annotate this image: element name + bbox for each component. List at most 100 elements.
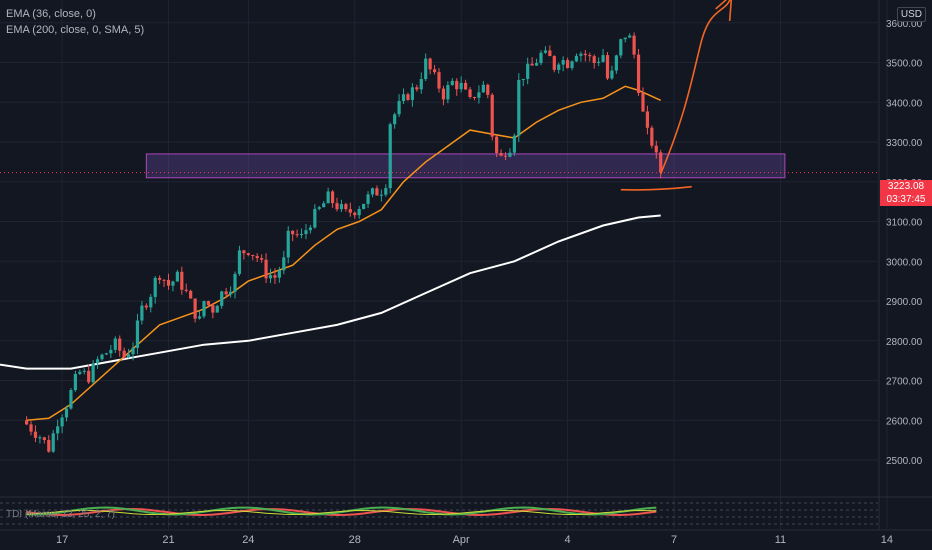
time-tick-label: 7 [671, 534, 677, 546]
tdi-legend[interactable]: TDI (Marsu, 13, 25, 2, 7) [6, 509, 115, 520]
candle-body [481, 84, 485, 93]
candle-body [610, 70, 614, 79]
price-tick-label: 3400.00 [886, 98, 923, 109]
price-tick-label: 2800.00 [886, 337, 923, 348]
candle-body [29, 424, 33, 432]
candle-body [126, 354, 131, 358]
candle-body [424, 58, 428, 80]
candle-body [526, 63, 530, 79]
candle-body [499, 152, 503, 156]
candle-body [228, 291, 233, 295]
candle-body [353, 212, 357, 216]
price-tick-label: 3500.00 [886, 59, 923, 70]
candle-body [113, 338, 117, 350]
time-tick-label: 24 [242, 534, 254, 546]
candle-body [202, 301, 206, 317]
candle-body [206, 301, 211, 306]
grid-lines [0, 0, 888, 530]
candle-body [100, 354, 104, 360]
candle-body [56, 426, 60, 434]
candle-body [428, 58, 432, 70]
candle-body [588, 55, 592, 57]
candle-body [304, 230, 308, 235]
candle-body [273, 275, 277, 278]
candle-body [91, 363, 95, 383]
candle-body [189, 290, 193, 299]
price-axis[interactable]: 2500.00 2600.00 2700.00 2800.00 2900.00 3000.… [878, 0, 923, 530]
candle-body [215, 305, 219, 313]
support-line [620, 185, 692, 191]
candle-body [628, 35, 632, 38]
candle-body [530, 63, 534, 66]
candle-body [632, 35, 636, 55]
candle-body [339, 204, 344, 210]
tdi-band-line [26, 509, 657, 516]
candle-body [237, 250, 242, 274]
candle-body [348, 209, 352, 213]
candle-body [131, 347, 135, 355]
price-tick-label: 2900.00 [886, 297, 923, 308]
candle-body [548, 50, 552, 57]
candle-body [521, 78, 525, 81]
candle-body [38, 437, 42, 439]
candle-body [437, 72, 441, 89]
candle-body [220, 291, 224, 306]
candle-body [614, 55, 618, 71]
candle-body [543, 50, 548, 53]
candle-body [561, 60, 565, 65]
candle-body [295, 234, 299, 236]
candle-body [415, 87, 419, 90]
candle-body [459, 82, 463, 90]
candle-body [255, 255, 259, 259]
candle-body [379, 194, 383, 196]
candle-body [570, 61, 574, 69]
candle-body [78, 371, 82, 374]
candle-body [51, 433, 55, 452]
candle-body [534, 63, 539, 66]
ema36-legend[interactable]: EMA (36, close, 0) [6, 8, 96, 20]
time-tick-label: 14 [881, 534, 893, 546]
candle-body [601, 55, 605, 62]
candle-body [410, 87, 414, 100]
candle-body [95, 359, 100, 364]
candle-body [503, 155, 508, 157]
candle-body [495, 136, 499, 153]
candle-body [211, 305, 215, 313]
candle-body [468, 89, 472, 98]
drawings [620, 0, 733, 191]
candle-body [393, 114, 397, 125]
candle-body [401, 94, 406, 101]
tdi-rsi-line [26, 506, 657, 516]
price-tick-label: 3000.00 [886, 257, 923, 268]
ema200-legend[interactable]: EMA (200, close, 0, SMA, 5) [6, 24, 145, 36]
candle-body [242, 250, 246, 254]
currency-badge[interactable]: USD [896, 7, 926, 22]
candle-body [357, 208, 361, 216]
candles [0, 32, 878, 453]
candle-body [419, 79, 423, 90]
candle-body [472, 97, 477, 99]
time-axis[interactable]: 17 21 24 28 Apr 4 7 11 14 [0, 529, 932, 546]
candle-body [149, 296, 153, 308]
candle-body [171, 281, 175, 286]
candle-body [291, 230, 295, 235]
candle-body [384, 188, 388, 195]
candle-body [636, 54, 641, 93]
candle-body [260, 258, 264, 260]
candle-body [277, 270, 281, 278]
candle-body [397, 100, 401, 115]
price-tick-label: 2700.00 [886, 377, 923, 388]
candle-body [565, 60, 570, 69]
candle-body [623, 37, 627, 40]
candle-body [370, 188, 375, 195]
candle-body [317, 207, 321, 209]
candle-body [645, 111, 650, 128]
candle-body [552, 56, 556, 70]
candle-body [193, 298, 197, 319]
candle-body [583, 53, 587, 56]
candle-body [330, 191, 335, 204]
candle-body [162, 279, 166, 281]
candle-body [605, 55, 610, 79]
candle-body [313, 208, 317, 228]
